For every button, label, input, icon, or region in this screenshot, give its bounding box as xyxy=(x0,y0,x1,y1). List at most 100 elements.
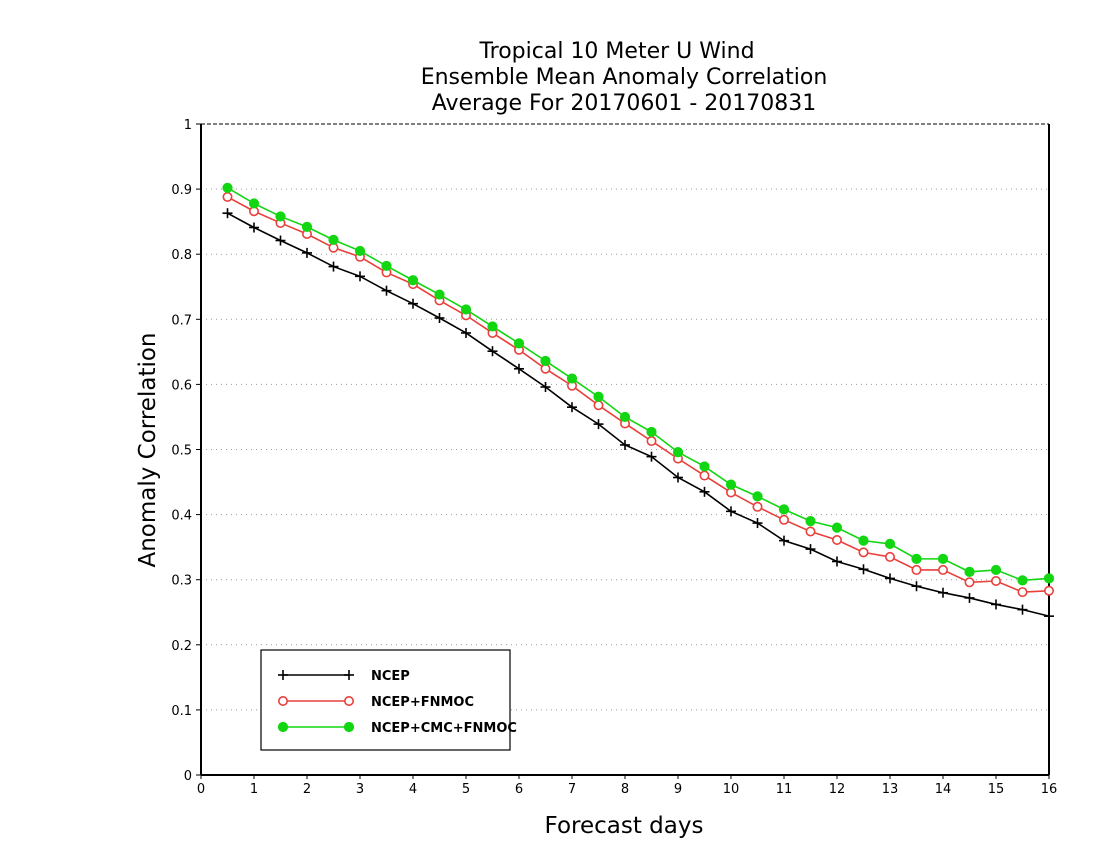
legend-box xyxy=(260,649,511,751)
series-2 xyxy=(222,182,1055,586)
x-tick-label-9: 9 xyxy=(674,782,682,797)
data-point-s0-21 xyxy=(779,535,789,546)
series-line-0 xyxy=(227,212,1050,617)
data-point-s2-22 xyxy=(805,516,816,527)
data-point-s0-1 xyxy=(249,222,259,233)
data-point-s2-12 xyxy=(540,355,551,367)
x-tick-label-15: 15 xyxy=(988,782,1005,797)
y-tick-label-1: 0.1 xyxy=(171,704,192,719)
data-point-s0-25 xyxy=(885,573,895,584)
data-point-s2-18 xyxy=(699,461,710,472)
legend-marker-end-1 xyxy=(343,695,354,706)
data-point-s0-5 xyxy=(355,271,365,282)
data-point-s2-7 xyxy=(407,275,419,286)
x-tick-label-1: 1 xyxy=(250,782,258,797)
data-point-s2-26 xyxy=(911,553,922,564)
data-point-s0-10 xyxy=(487,346,498,357)
data-point-s1-27 xyxy=(937,564,948,575)
data-point-s0-26 xyxy=(911,581,922,592)
data-point-s1-25 xyxy=(884,551,895,562)
y-tick-label-10: 1 xyxy=(184,118,192,133)
data-point-s1-29 xyxy=(990,576,1001,587)
data-point-s2-2 xyxy=(275,211,286,222)
data-point-s0-31 xyxy=(1044,611,1054,622)
title-line-3: Average For 20170601 - 20170831 xyxy=(432,91,817,116)
data-point-s1-22 xyxy=(805,526,816,537)
y-tick-labels: 0 0.1 0.2 0.3 0.4 0.5 0.6 0.7 0.8 0.9 1 xyxy=(171,118,201,784)
x-tick-label-16: 16 xyxy=(1041,782,1058,797)
legend-marker-end-2 xyxy=(343,721,355,733)
data-point-s1-26 xyxy=(911,564,922,575)
data-point-s0-28 xyxy=(964,592,975,603)
series-1 xyxy=(222,191,1055,598)
legend: NCEP NCEP+FNMOC NCEP+CMC+FNMOC xyxy=(260,649,517,751)
data-point-s1-20 xyxy=(752,501,763,512)
legend-label-2: NCEP+CMC+FNMOC xyxy=(371,721,517,736)
data-point-s0-22 xyxy=(805,544,816,555)
data-point-s2-31 xyxy=(1043,573,1055,584)
legend-label-1: NCEP+FNMOC xyxy=(371,695,474,710)
data-point-s0-11 xyxy=(514,363,524,374)
title-line-2: Ensemble Mean Anomaly Correlation xyxy=(421,65,828,90)
x-axis-title: Forecast days xyxy=(545,813,704,839)
data-point-s2-9 xyxy=(460,304,472,315)
data-point-s2-0 xyxy=(222,182,233,193)
data-point-s2-28 xyxy=(964,566,975,577)
title-line-1: Tropical 10 Meter U Wind xyxy=(478,39,754,64)
x-tick-label-11: 11 xyxy=(776,782,793,797)
y-tick-label-5: 0.5 xyxy=(171,444,192,459)
data-point-s1-23 xyxy=(831,534,842,545)
data-point-s0-23 xyxy=(832,556,842,567)
data-point-s2-23 xyxy=(831,522,843,533)
data-point-s0-2 xyxy=(275,235,286,246)
y-tick-label-3: 0.3 xyxy=(171,574,192,589)
data-point-s2-27 xyxy=(937,553,949,564)
legend-item-1: NCEP+FNMOC xyxy=(277,695,474,710)
legend-item-0: NCEP xyxy=(278,669,410,684)
x-tick-label-5: 5 xyxy=(462,782,470,797)
data-point-s1-24 xyxy=(858,547,869,558)
data-point-s0-17 xyxy=(673,472,683,483)
y-tick-label-2: 0.2 xyxy=(171,639,192,654)
y-axis-title: Anomaly Correlation xyxy=(135,332,161,567)
data-point-s2-17 xyxy=(672,447,684,458)
data-point-s2-24 xyxy=(858,535,869,546)
data-point-s2-16 xyxy=(646,426,657,438)
series-line-2 xyxy=(227,187,1050,582)
legend-label-0: NCEP xyxy=(371,669,410,684)
data-point-s0-19 xyxy=(726,506,736,517)
y-tick-label-9: 0.9 xyxy=(171,183,192,198)
series-0 xyxy=(222,208,1054,622)
data-point-s0-14 xyxy=(593,419,604,430)
series-line-1 xyxy=(227,196,1050,593)
x-tick-label-7: 7 xyxy=(568,782,576,797)
legend-marker-end-0 xyxy=(344,670,354,680)
data-point-s2-15 xyxy=(619,411,631,423)
data-point-s0-12 xyxy=(540,382,551,393)
x-tick-label-6: 6 xyxy=(515,782,523,797)
data-point-s2-1 xyxy=(248,198,260,209)
data-point-s0-9 xyxy=(461,327,471,338)
x-tick-label-8: 8 xyxy=(621,782,629,797)
data-point-s1-18 xyxy=(699,470,710,481)
data-point-s1-28 xyxy=(964,577,975,588)
data-point-s1-0 xyxy=(222,191,233,202)
data-point-s2-3 xyxy=(301,221,313,232)
data-point-s2-20 xyxy=(752,491,763,502)
data-point-s2-30 xyxy=(1017,575,1028,586)
data-point-s0-3 xyxy=(302,247,312,258)
y-tick-label-6: 0.6 xyxy=(171,378,192,393)
data-point-s2-14 xyxy=(593,391,604,402)
data-point-s0-4 xyxy=(328,261,339,272)
data-point-s2-21 xyxy=(778,504,790,515)
x-tick-label-12: 12 xyxy=(829,782,846,797)
data-point-s2-10 xyxy=(487,321,498,332)
x-tick-label-4: 4 xyxy=(409,782,417,797)
y-tick-label-8: 0.8 xyxy=(171,248,192,263)
x-tick-label-14: 14 xyxy=(935,782,952,797)
data-point-s2-13 xyxy=(566,373,578,384)
x-tick-label-3: 3 xyxy=(356,782,364,797)
data-point-s1-16 xyxy=(646,436,657,447)
y-tick-label-0: 0 xyxy=(184,769,192,784)
